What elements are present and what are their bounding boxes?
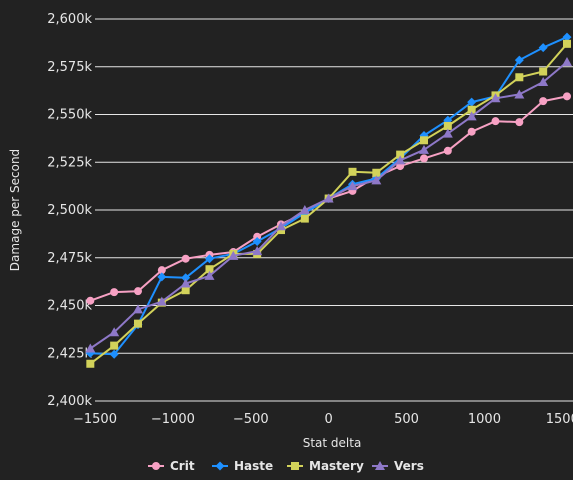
- haste-point[interactable]: [514, 55, 524, 65]
- vers-point[interactable]: [85, 343, 96, 353]
- vers-point[interactable]: [228, 250, 239, 260]
- legend-item-vers[interactable]: Vers: [372, 459, 424, 473]
- mastery-point[interactable]: [443, 121, 452, 130]
- vers-point[interactable]: [466, 111, 477, 121]
- legend-item-haste[interactable]: Haste: [212, 459, 273, 473]
- haste-point[interactable]: [467, 97, 477, 107]
- haste-point[interactable]: [109, 349, 119, 359]
- crit-point[interactable]: [467, 127, 476, 136]
- mastery-point[interactable]: [300, 214, 309, 223]
- y-tick-label: 2,500k: [47, 203, 92, 218]
- vers-point[interactable]: [204, 270, 215, 280]
- y-axis-title: Damage per Second: [8, 149, 22, 271]
- legend-label-mastery: Mastery: [309, 459, 364, 473]
- crit-point[interactable]: [515, 118, 524, 127]
- x-tick-label: −500: [233, 412, 269, 427]
- haste-point[interactable]: [157, 272, 167, 282]
- mastery-point[interactable]: [563, 39, 571, 48]
- crit-point[interactable]: [539, 97, 548, 106]
- legend: Crit Haste Mastery Vers: [148, 459, 424, 473]
- x-tick-label: 500: [394, 412, 419, 427]
- vers-point[interactable]: [156, 296, 167, 306]
- crit-point[interactable]: [443, 146, 452, 155]
- mastery-point[interactable]: [205, 265, 214, 274]
- vers-point[interactable]: [562, 56, 572, 66]
- vers-point[interactable]: [180, 278, 191, 288]
- y-tick-label: 2,425k: [47, 346, 92, 361]
- legend-marker-vers: [375, 461, 385, 470]
- legend-marker-crit: [152, 462, 160, 470]
- y-axis: 2,400k 2,425k 2,450k 2,475k 2,500k 2,525k 2,55…: [47, 12, 92, 409]
- vers-point[interactable]: [323, 193, 334, 203]
- vers-point[interactable]: [132, 304, 143, 314]
- mastery-point[interactable]: [110, 341, 119, 350]
- x-tick-label: −1000: [151, 412, 195, 427]
- vers-point[interactable]: [347, 181, 358, 191]
- legend-marker-haste: [215, 461, 225, 471]
- x-axis-title: Stat delta: [303, 436, 362, 450]
- y-tick-label: 2,550k: [47, 108, 92, 123]
- vers-point[interactable]: [299, 205, 310, 214]
- y-tick-label: 2,575k: [47, 60, 92, 75]
- mastery-point[interactable]: [419, 136, 428, 145]
- series-layer: [85, 32, 572, 368]
- crit-point[interactable]: [133, 287, 142, 296]
- vers-point[interactable]: [418, 144, 429, 154]
- vers-point[interactable]: [395, 155, 406, 165]
- crit-point[interactable]: [491, 117, 500, 126]
- legend-item-crit[interactable]: Crit: [148, 459, 195, 473]
- crit-point[interactable]: [86, 296, 95, 305]
- vers-point[interactable]: [109, 327, 120, 337]
- y-tick-label: 2,450k: [47, 299, 92, 314]
- mastery-point[interactable]: [181, 286, 190, 295]
- vers-point[interactable]: [514, 89, 525, 99]
- mastery-point[interactable]: [539, 67, 548, 76]
- crit-point[interactable]: [110, 288, 119, 297]
- legend-label-vers: Vers: [394, 459, 424, 473]
- mastery-point[interactable]: [348, 167, 357, 176]
- gridlines: [95, 18, 573, 402]
- legend-item-mastery[interactable]: Mastery: [287, 459, 364, 473]
- vers-point[interactable]: [275, 221, 286, 231]
- haste-point[interactable]: [181, 273, 191, 283]
- haste-point[interactable]: [562, 32, 572, 42]
- y-tick-label: 2,525k: [47, 155, 92, 170]
- vers-point[interactable]: [490, 93, 501, 103]
- x-tick-label: −1500: [73, 412, 117, 427]
- y-tick-label: 2,400k: [47, 394, 92, 409]
- vers-point[interactable]: [538, 77, 549, 87]
- x-tick-label: 1500: [546, 412, 573, 427]
- crit-point[interactable]: [253, 232, 262, 241]
- vers-point[interactable]: [252, 246, 263, 256]
- haste-point[interactable]: [538, 43, 548, 53]
- series-vers: [85, 56, 572, 353]
- mastery-point[interactable]: [515, 73, 524, 82]
- crit-point[interactable]: [157, 266, 166, 275]
- x-tick-label: 1000: [468, 412, 501, 427]
- mastery-point[interactable]: [372, 168, 381, 177]
- x-axis: −1500 −1000 −500 0 500 1000 1500: [73, 412, 573, 427]
- mastery-point[interactable]: [86, 359, 95, 368]
- mastery-point[interactable]: [396, 150, 405, 159]
- haste-point[interactable]: [252, 237, 262, 247]
- crit-point[interactable]: [419, 154, 428, 163]
- legend-label-crit: Crit: [170, 459, 195, 473]
- crit-point[interactable]: [181, 254, 190, 263]
- vers-point[interactable]: [371, 175, 382, 185]
- y-tick-label: 2,600k: [47, 12, 92, 27]
- legend-label-haste: Haste: [234, 459, 273, 473]
- mastery-point[interactable]: [133, 319, 142, 328]
- mastery-point[interactable]: [467, 105, 476, 114]
- x-tick-label: 0: [325, 412, 333, 427]
- legend-marker-mastery: [291, 462, 299, 470]
- vers-point[interactable]: [442, 128, 453, 138]
- haste-point[interactable]: [204, 254, 214, 264]
- crit-point[interactable]: [563, 92, 571, 101]
- y-tick-label: 2,475k: [47, 251, 92, 266]
